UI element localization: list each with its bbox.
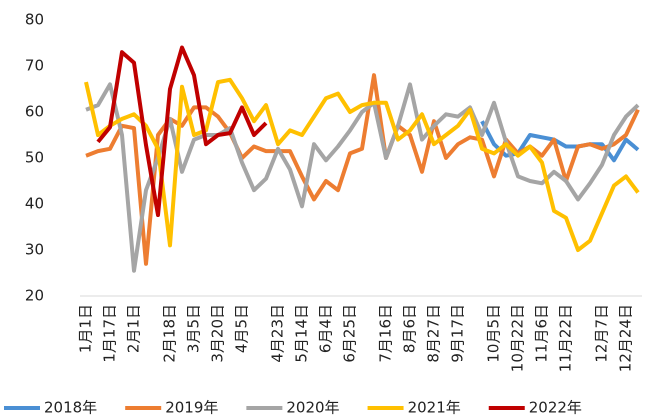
x-tick-label: 11月6日 bbox=[533, 304, 551, 363]
x-tick-label: 8月27日 bbox=[425, 304, 443, 363]
x-tick-label: 1月17日 bbox=[101, 304, 119, 363]
y-tick-label: 50 bbox=[25, 149, 44, 167]
x-tick-label: 3月20日 bbox=[209, 304, 227, 363]
y-tick-label: 40 bbox=[25, 195, 44, 213]
legend-label: 2021年 bbox=[408, 399, 461, 417]
x-tick-label: 10月5日 bbox=[485, 304, 503, 363]
series-line bbox=[480, 120, 640, 163]
x-tick-label: 5月14日 bbox=[293, 304, 311, 363]
legend-label: 2022年 bbox=[529, 399, 582, 417]
x-tick-label: 4月5日 bbox=[233, 304, 251, 353]
x-tick-label: 12月7日 bbox=[593, 304, 611, 363]
x-tick-label: 9月17日 bbox=[449, 304, 467, 363]
x-tick-label: 10月22日 bbox=[509, 304, 527, 372]
x-tick-label: 4月23日 bbox=[269, 304, 287, 363]
legend-label: 2018年 bbox=[44, 399, 97, 417]
series-line bbox=[84, 77, 640, 252]
x-tick-label: 6月4日 bbox=[317, 304, 335, 353]
y-tick-label: 70 bbox=[25, 57, 44, 75]
legend-label: 2020年 bbox=[286, 399, 339, 417]
x-tick-label: 1月1日 bbox=[77, 304, 95, 353]
legend-label: 2019年 bbox=[165, 399, 218, 417]
y-tick-label: 60 bbox=[25, 103, 44, 121]
y-tick-label: 20 bbox=[25, 287, 44, 305]
y-tick-label: 30 bbox=[25, 241, 44, 259]
x-tick-label: 11月22日 bbox=[557, 304, 575, 372]
x-tick-label: 6月25日 bbox=[341, 304, 359, 363]
series-line bbox=[96, 45, 268, 218]
x-tick-label: 2月18日 bbox=[161, 304, 179, 363]
y-tick-label: 80 bbox=[25, 11, 44, 29]
x-tick-label: 3月5日 bbox=[185, 304, 203, 353]
x-tick-label: 7月16日 bbox=[377, 304, 395, 363]
x-tick-label: 12月24日 bbox=[617, 304, 635, 372]
x-tick-label: 2月1日 bbox=[125, 304, 143, 353]
x-tick-label: 8月6日 bbox=[401, 304, 419, 353]
